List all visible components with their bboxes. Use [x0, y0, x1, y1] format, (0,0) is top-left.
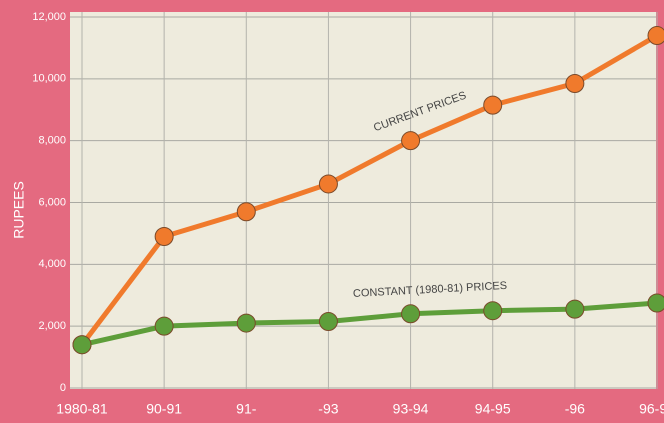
- data-point: [565, 73, 585, 93]
- x-tick-label: 96-97: [639, 401, 664, 417]
- y-tick-label: 10,000: [32, 73, 66, 85]
- series-line: [80, 33, 659, 347]
- x-tick-label: -96: [565, 401, 585, 417]
- y-tick-label: 8,000: [38, 135, 66, 147]
- x-tick-label: -93: [318, 401, 338, 417]
- data-point: [318, 312, 338, 332]
- data-point: [72, 335, 92, 355]
- data-point: [483, 301, 503, 321]
- data-point: [154, 227, 174, 247]
- y-tick-label: 12,000: [32, 11, 66, 23]
- data-point: [483, 95, 503, 115]
- data-point: [647, 26, 664, 46]
- x-tick-label: 90-91: [146, 401, 182, 417]
- x-tick-label: 1980-81: [56, 401, 108, 417]
- data-point: [401, 304, 421, 324]
- x-tick-label: 91-: [236, 401, 257, 417]
- y-tick-label: 6,000: [38, 196, 66, 208]
- data-point: [236, 313, 256, 333]
- x-tick-label: 94-95: [475, 401, 511, 417]
- data-point: [401, 131, 421, 151]
- y-axis-label: RUPEES: [11, 181, 27, 239]
- data-point: [565, 299, 585, 319]
- data-point: [318, 174, 338, 194]
- data-point: [647, 293, 664, 313]
- data-point: [236, 202, 256, 222]
- x-tick-label: 93-94: [393, 401, 429, 417]
- y-tick-label: 4,000: [38, 258, 66, 270]
- y-tick-label: 2,000: [38, 320, 66, 332]
- series-line: [81, 300, 658, 348]
- data-point: [154, 316, 174, 336]
- y-tick-label: 0: [60, 382, 66, 394]
